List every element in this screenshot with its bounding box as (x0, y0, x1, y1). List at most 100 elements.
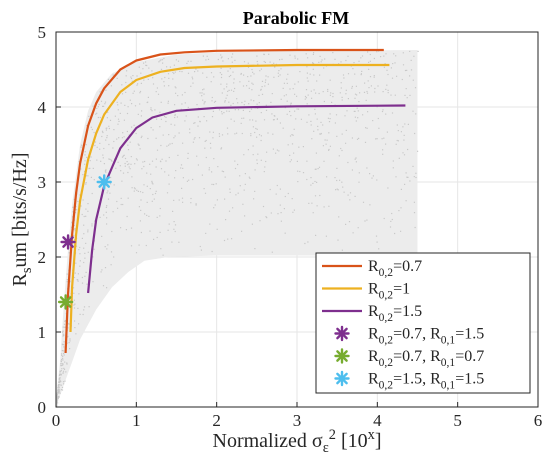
scatter-point (261, 80, 264, 82)
scatter-point (341, 181, 343, 183)
scatter-point (353, 110, 355, 112)
scatter-point (125, 229, 127, 231)
scatter-point (329, 118, 331, 120)
scatter-point (230, 118, 232, 120)
scatter-point (376, 51, 378, 53)
scatter-point (142, 68, 144, 70)
scatter-point (243, 61, 246, 63)
scatter-point (383, 66, 385, 68)
scatter-point (241, 101, 243, 104)
scatter-point (233, 82, 235, 84)
scatter-point (414, 87, 417, 89)
scatter-point (86, 283, 88, 285)
scatter-point (211, 116, 214, 118)
scatter-point (367, 111, 369, 113)
scatter-point (146, 64, 148, 67)
scatter-point (323, 67, 325, 69)
scatter-point (287, 144, 289, 146)
scatter-point (73, 304, 75, 306)
scatter-point (215, 183, 217, 185)
scatter-point (385, 53, 387, 55)
scatter-point (214, 100, 217, 102)
scatter-point (407, 176, 409, 178)
legend-label: R0,2​=0.7 (368, 258, 422, 279)
scatter-point (369, 53, 371, 56)
scatter-point (63, 334, 65, 336)
scatter-point (324, 58, 326, 60)
scatter-point (102, 105, 104, 107)
scatter-point (109, 192, 111, 194)
scatter-point (110, 183, 112, 185)
scatter-point (250, 135, 252, 137)
scatter-point (140, 82, 142, 84)
scatter-point (209, 142, 212, 144)
scatter-point (124, 162, 126, 165)
scatter-point (361, 55, 364, 57)
scatter-point (59, 390, 61, 392)
scatter-point (260, 88, 262, 90)
scatter-point (117, 109, 119, 111)
scatter-point (264, 81, 266, 83)
scatter-point (151, 110, 153, 112)
scatter-point (197, 125, 199, 127)
scatter-point (335, 189, 337, 191)
scatter-point (150, 127, 152, 129)
scatter-point (136, 189, 138, 191)
scatter-point (106, 137, 108, 139)
scatter-point (315, 168, 317, 170)
scatter-point (110, 264, 112, 266)
scatter-point (415, 172, 417, 174)
scatter-point (400, 188, 402, 190)
scatter-point (139, 191, 142, 193)
scatter-point (246, 85, 248, 87)
scatter-point (143, 184, 145, 186)
scatter-point (141, 110, 143, 112)
scatter-point (369, 173, 371, 175)
scatter-point (290, 115, 292, 117)
series-marker (57, 294, 74, 310)
scatter-point (338, 63, 340, 65)
scatter-point (328, 148, 330, 151)
scatter-point (274, 66, 276, 68)
scatter-point (256, 136, 258, 138)
scatter-point (256, 128, 258, 130)
scatter-point (64, 326, 66, 328)
scatter-point (180, 164, 183, 166)
scatter-point (354, 73, 356, 75)
scatter-point (351, 87, 353, 89)
scatter-point (392, 167, 394, 169)
scatter-point (110, 176, 112, 179)
scatter-point (106, 205, 108, 207)
scatter-point (166, 66, 168, 68)
scatter-point (160, 168, 163, 170)
scatter-point (287, 73, 289, 75)
scatter-point (341, 249, 343, 251)
scatter-point (280, 220, 282, 222)
scatter-point (306, 72, 308, 74)
scatter-point (194, 71, 196, 73)
scatter-point (227, 70, 229, 72)
scatter-point (182, 142, 184, 144)
scatter-point (283, 208, 285, 210)
scatter-point (58, 388, 60, 390)
scatter-point (73, 276, 76, 279)
scatter-point (182, 167, 184, 169)
scatter-point (298, 108, 300, 110)
scatter-point (69, 340, 71, 342)
scatter-point (99, 116, 101, 119)
scatter-point (290, 159, 292, 161)
scatter-point (380, 56, 382, 58)
scatter-point (407, 148, 409, 151)
scatter-point (323, 160, 325, 162)
scatter-point (197, 164, 199, 166)
scatter-point (306, 178, 308, 181)
scatter-point (374, 87, 376, 90)
scatter-point (329, 113, 331, 115)
scatter-point (412, 165, 414, 167)
scatter-point (190, 85, 192, 87)
scatter-point (265, 75, 267, 77)
scatter-point (226, 110, 228, 112)
scatter-point (337, 189, 339, 191)
scatter-point (115, 167, 117, 169)
scatter-point (327, 117, 329, 119)
